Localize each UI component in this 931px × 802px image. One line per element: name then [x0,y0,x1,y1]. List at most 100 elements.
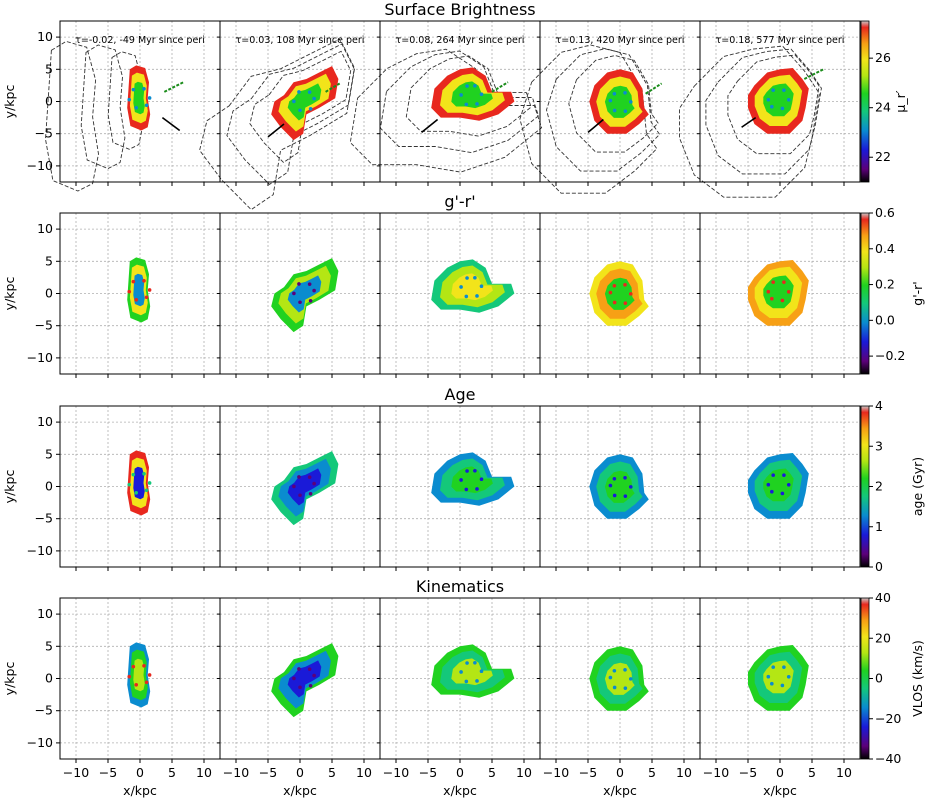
x-tick-label: 5 [488,765,496,780]
colorbar-tick-label: 0 [875,671,883,686]
y-tick-label: 0 [45,479,53,494]
colorbar-tick-label: 20 [875,630,891,645]
colorbar-label: age (Gyr) [910,457,925,516]
galaxy-map-spot [780,491,785,496]
galaxy-map-spot [770,296,774,301]
panel-r3-c4 [537,405,701,571]
colorbar: 40 20 0 −20 −40 VLOS (km/s) [860,590,925,766]
direction-arrow-green [645,82,663,95]
x-tick-label: −5 [419,765,437,780]
galaxy-map-spot [786,482,791,487]
colorbar: 22 24 26 μ_r′ [860,20,908,183]
galaxy-map-spot [623,667,627,672]
y-tick-label: 10 [37,414,53,429]
direction-arrow-green [325,82,341,93]
galaxy-map-spot [475,679,479,683]
galaxy-map-spot [127,289,132,294]
y-tick-label: −5 [35,511,53,526]
galaxy-map-spot [142,87,146,91]
contour-line [568,55,659,153]
galaxy-map-spot [134,105,139,110]
contour-line [679,45,820,198]
galaxy-map-spot [766,482,771,487]
galaxy-map-spot [479,477,484,482]
galaxy-map-spot [465,469,469,473]
galaxy-map-inner [451,658,493,686]
galaxy-map-spot [144,295,149,300]
x-tick-label: 5 [808,765,816,780]
row-title: Surface Brightness [384,0,535,19]
galaxy-map-spot [608,98,613,103]
galaxy-map-spot [292,291,296,296]
galaxy-map-spot [473,468,477,473]
colorbar-gradient [860,212,870,375]
galaxy-map-spot [308,106,313,111]
galaxy-map-spot [473,83,477,88]
row-4: Kinematics−10 −5 0 5 10x/kpc1050−5−10y/kpc−1… [2,577,925,798]
galaxy-map-spot [459,93,463,97]
direction-arrow-green [491,81,509,93]
direction-arrow-green [163,81,184,93]
x-tick-label: −5 [739,765,757,780]
panel-r3-c2 [217,405,381,571]
galaxy-map-spot [127,674,132,679]
galaxy-map-spot [307,475,312,479]
galaxy-map-spot [628,100,633,104]
galaxy-map-inner [604,662,635,695]
galaxy-map-spot [479,669,484,674]
galaxy-map-spot [142,664,146,668]
galaxy-map-spot [464,102,469,107]
y-tick-label: 0 [45,671,53,686]
galaxy-map-inner [451,466,493,494]
galaxy-map-spot [780,106,785,111]
galaxy-map-spot [612,669,617,673]
panel-r4-c1: −10 −5 0 5 10 x/kpc 10 5 0 −5 −10 y/kpc [2,597,221,798]
galaxy-map-spot [612,108,617,113]
y-tick-label: −5 [35,126,53,141]
colorbar-tick-label: −20 [875,711,901,726]
galaxy-map-spot [612,284,617,288]
colorbar-tick-label: 24 [875,100,891,115]
x-tick-label: −5 [259,765,277,780]
galaxy-map-spot [134,297,139,302]
galaxy-map-spot [142,279,146,283]
x-tick-label: −10 [703,765,729,780]
colorbar-tick-label: −0.2 [875,348,905,363]
galaxy-map-spot [131,664,136,669]
galaxy-map-spot [131,472,136,477]
x-tick-label: −10 [383,765,409,780]
galaxy-map-spot [464,487,469,492]
galaxy-map-spot [623,686,628,690]
colorbar-tick-label: 0.2 [875,277,895,292]
y-tick-label: 0 [45,286,53,301]
galaxy-map-spot [608,483,613,488]
x-tick-label: −5 [99,765,117,780]
colorbar-tick-label: 22 [875,149,891,164]
colorbar: 4 3 2 1 0 age (Gyr) [860,398,925,574]
galaxy-map-inner [133,81,145,115]
panel-r3-c3 [377,405,541,571]
galaxy-map-inner [451,273,493,301]
panel-r1-c1: τ=-0.02, -49 Myr since peri 10 5 0 −5 −10 y/kp… [2,20,221,192]
colorbar-tick-label: 4 [875,398,883,413]
galaxy-map-spot [612,493,617,498]
galaxy-map-inner [287,275,322,313]
galaxy-map-spot [312,673,316,678]
contour-line [107,51,144,150]
galaxy-map-spot [473,660,477,665]
direction-arrow-green [803,68,824,80]
galaxy-map-spot [782,88,786,92]
direction-arrow-black [741,116,757,128]
galaxy-map-spot [298,685,302,690]
galaxy-map-spot [144,103,149,108]
y-tick-label: −10 [27,350,53,365]
x-tick-label: −10 [63,765,89,780]
galaxy-map-spot [459,670,463,674]
colorbar-gradient [860,405,870,568]
galaxy-map-spot [475,294,479,298]
galaxy-map-spot [459,285,463,289]
panel-r2-c3 [377,212,541,378]
galaxy-map-inner [133,466,145,500]
galaxy-map-spot [142,472,146,476]
